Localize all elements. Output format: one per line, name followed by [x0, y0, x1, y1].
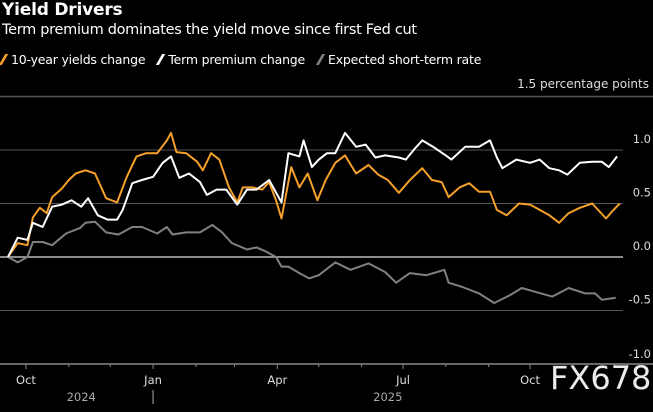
- y-tick-label: -0.5: [629, 293, 651, 307]
- x-tick-label: Oct: [16, 373, 36, 387]
- year-label: 2025: [373, 390, 402, 404]
- watermark: FX678: [550, 359, 652, 397]
- y-axis-unit-label: 1.5 percentage points: [517, 77, 649, 91]
- x-tick-label: Jul: [395, 373, 410, 387]
- x-tick-label: Apr: [267, 373, 287, 387]
- series-line-10-year-yields-change: [7, 131, 621, 258]
- chart-title: Yield Drivers: [2, 0, 123, 20]
- x-tick-label: Oct: [520, 373, 540, 387]
- year-label: 2024: [67, 390, 96, 404]
- x-tick-label: Jan: [143, 373, 162, 387]
- legend-item-short-rate: Expected short-term rate: [315, 52, 482, 67]
- series-line-expected-short-term-rate: [7, 220, 616, 304]
- y-tick-label: -1.0: [629, 347, 651, 361]
- legend-label: 10-year yields change: [11, 52, 146, 67]
- y-tick-label: 1.0: [633, 132, 651, 146]
- legend-item-term-premium: Term premium change: [156, 52, 306, 67]
- legend-label: Term premium change: [168, 52, 306, 67]
- y-tick-label: 0.0: [633, 239, 651, 253]
- legend-item-10y: 10-year yields change: [0, 52, 146, 67]
- legend-label: Expected short-term rate: [328, 52, 482, 67]
- legend: 10-year yields change Term premium chang…: [0, 52, 482, 67]
- series-line-term-premium-change: [7, 131, 618, 258]
- y-tick-label: 0.5: [633, 186, 651, 200]
- chart-subtitle: Term premium dominates the yield move si…: [2, 22, 417, 38]
